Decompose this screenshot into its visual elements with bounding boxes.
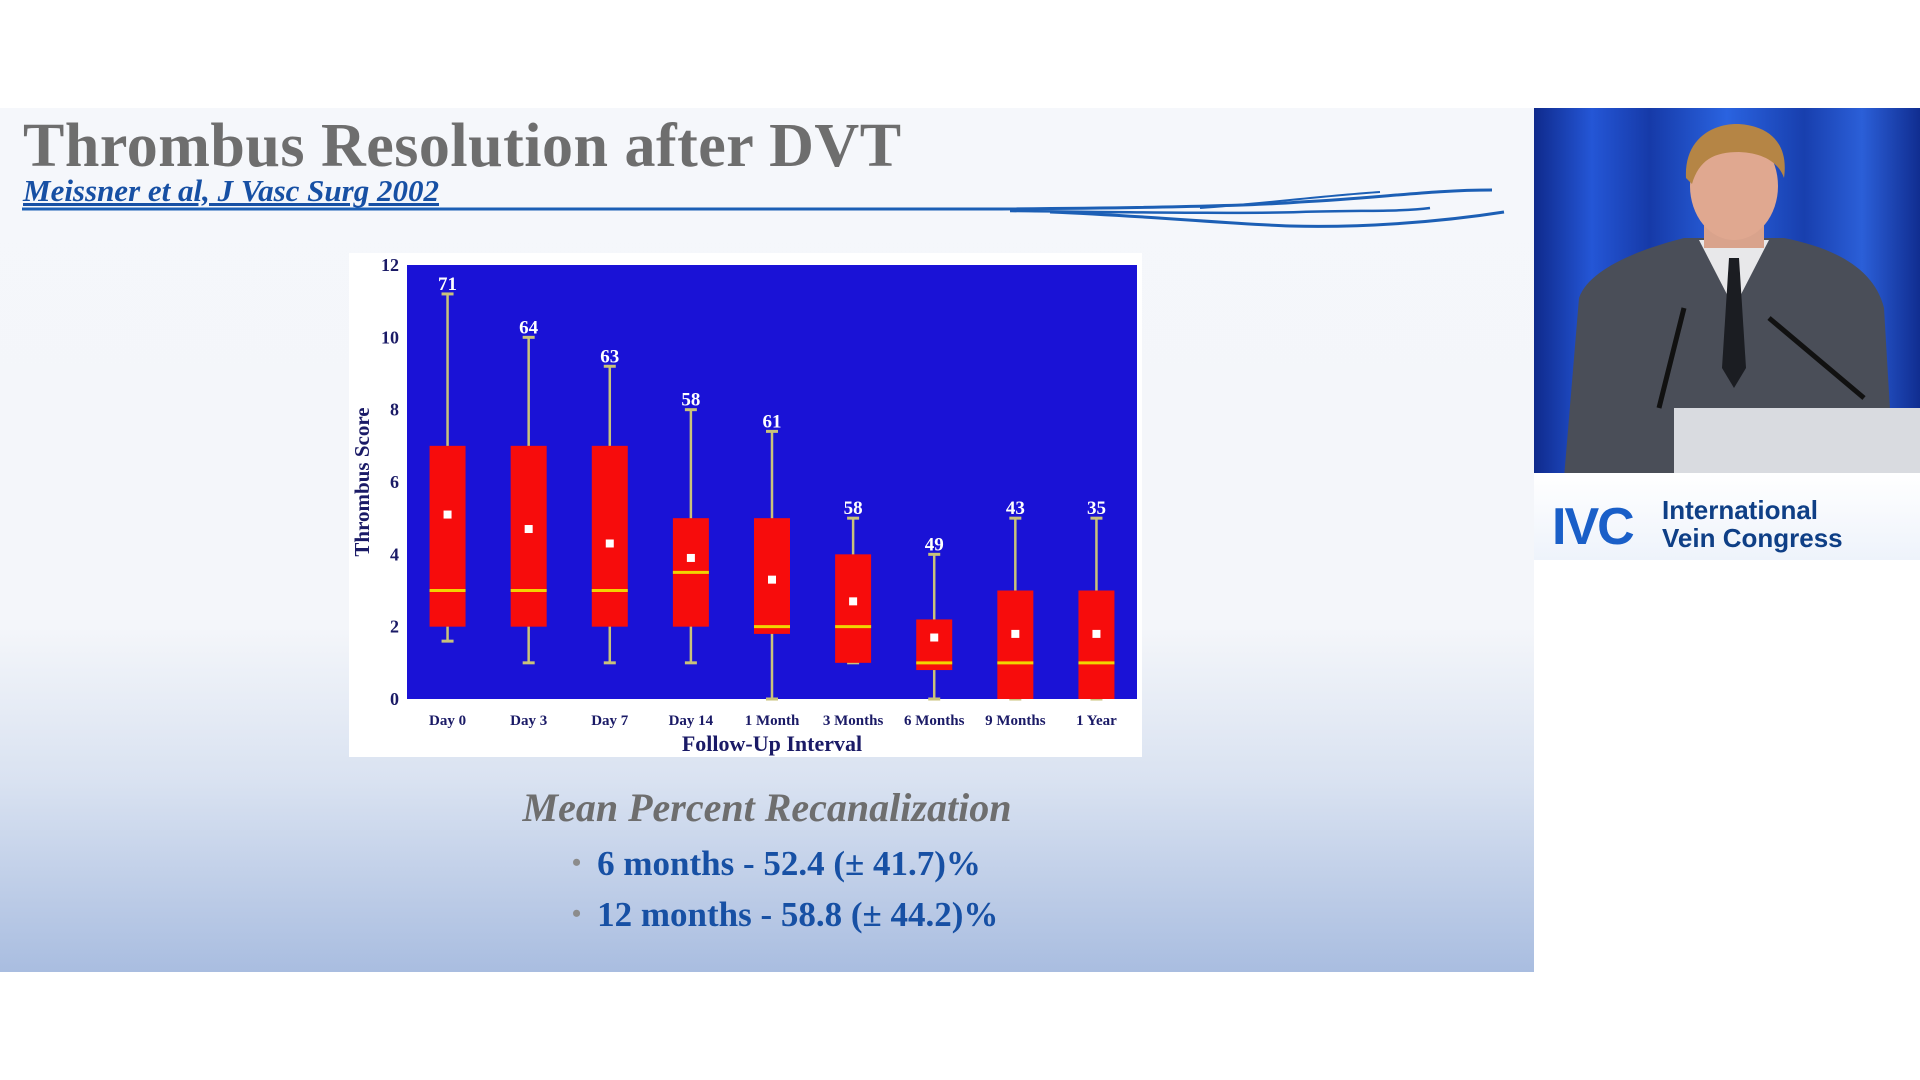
y-tick-label: 2 bbox=[390, 617, 399, 637]
x-tick-label: Day 0 bbox=[429, 713, 466, 729]
x-tick-label: 1 Month bbox=[745, 713, 800, 729]
box-1 bbox=[510, 445, 547, 627]
n-label: 35 bbox=[1087, 498, 1106, 519]
speaker-video-feed: IVC International Vein Congress bbox=[1534, 108, 1920, 560]
org-name-line1: International bbox=[1662, 495, 1819, 525]
box-2 bbox=[591, 445, 628, 627]
summary-item-text: 6 months - 52.4 (± 41.7)% bbox=[597, 844, 981, 883]
x-tick-label: 9 Months bbox=[985, 713, 1046, 729]
slide-title: Thrombus Resolution after DVT bbox=[23, 112, 902, 180]
mean-marker bbox=[524, 525, 533, 534]
y-tick-label: 8 bbox=[390, 400, 399, 420]
summary-item-text: 12 months - 58.8 (± 44.2)% bbox=[597, 895, 999, 934]
box-0 bbox=[429, 445, 466, 627]
x-tick-label: 6 Months bbox=[904, 713, 965, 729]
summary-item: • 6 months - 52.4 (± 41.7)% bbox=[572, 838, 998, 889]
n-label: 71 bbox=[438, 274, 457, 295]
summary-list: • 6 months - 52.4 (± 41.7)% • 12 months - … bbox=[572, 838, 998, 940]
box-7 bbox=[997, 590, 1034, 699]
citation-link[interactable]: Meissner et al, J Vasc Surg 2002 bbox=[23, 173, 439, 208]
n-label: 49 bbox=[925, 534, 944, 555]
y-tick-label: 10 bbox=[381, 327, 399, 347]
y-tick-label: 6 bbox=[390, 472, 399, 492]
summary-item: • 12 months - 58.8 (± 44.2)% bbox=[572, 889, 998, 940]
title-underline-swoosh bbox=[22, 188, 1505, 228]
n-label: 61 bbox=[763, 411, 782, 432]
n-label: 58 bbox=[681, 390, 700, 411]
mean-marker bbox=[443, 510, 452, 519]
ivc-banner: IVC International Vein Congress bbox=[1534, 473, 1920, 560]
y-tick-label: 0 bbox=[390, 689, 399, 709]
bullet-dot: • bbox=[572, 848, 582, 877]
box-8 bbox=[1078, 590, 1115, 699]
mean-marker bbox=[1011, 629, 1020, 638]
speaker-figure bbox=[1534, 108, 1920, 478]
n-label: 63 bbox=[600, 346, 619, 367]
mean-marker bbox=[930, 633, 939, 642]
box-plot-chart: 0 2 4 6 8 10 12 Thrombus Score Follow-Up Interva… bbox=[349, 253, 1142, 757]
x-tick-label: 1 Year bbox=[1076, 713, 1117, 729]
y-axis-label: Thrombus Score bbox=[350, 407, 374, 556]
x-tick-label: Day 3 bbox=[510, 713, 547, 729]
x-axis-label: Follow-Up Interval bbox=[682, 731, 862, 756]
org-name-line2: Vein Congress bbox=[1662, 523, 1843, 553]
y-tick-label: 12 bbox=[381, 255, 399, 275]
presentation-slide: Thrombus Resolution after DVT Meissner e… bbox=[0, 108, 1534, 972]
chart-svg: 0 2 4 6 8 10 12 Thrombus Score Follow-Up Interva… bbox=[350, 255, 1137, 756]
mean-marker bbox=[849, 597, 858, 606]
n-label: 64 bbox=[519, 317, 539, 338]
y-tick-label: 4 bbox=[390, 544, 399, 564]
n-label: 43 bbox=[1006, 498, 1025, 519]
x-tick-label: Day 7 bbox=[591, 713, 629, 729]
n-label: 58 bbox=[844, 498, 863, 519]
bullet-dot: • bbox=[572, 899, 582, 928]
box-5 bbox=[835, 554, 872, 663]
summary-heading: Mean Percent Recanalization bbox=[522, 785, 1012, 830]
mean-marker bbox=[768, 575, 776, 584]
mean-marker bbox=[605, 539, 614, 548]
mean-marker bbox=[1092, 629, 1101, 638]
x-tick-label: Day 14 bbox=[669, 713, 714, 729]
mean-marker bbox=[686, 553, 695, 562]
x-tick-label: 3 Months bbox=[823, 713, 884, 729]
ivc-logo: IVC bbox=[1552, 498, 1635, 556]
